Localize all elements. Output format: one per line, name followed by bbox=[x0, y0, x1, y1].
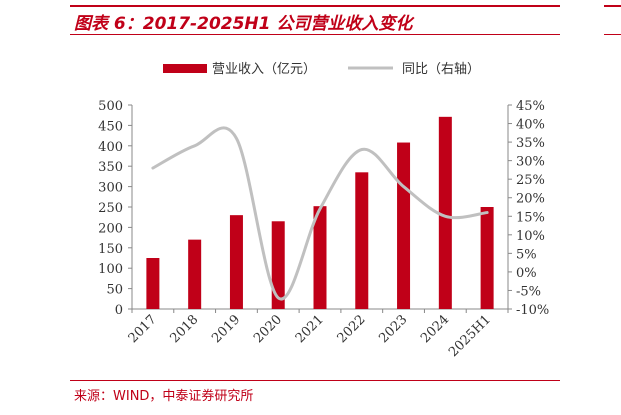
x-tick-label: 2024 bbox=[418, 312, 452, 346]
legend-label-revenue: 营业收入（亿元） bbox=[212, 62, 316, 77]
title-underline bbox=[70, 34, 560, 35]
chart-title: 图表 6：2017-2025H1 公司营业收入变化 bbox=[74, 14, 413, 34]
y-left-tick-label: 500 bbox=[98, 99, 123, 114]
legend-swatch-revenue bbox=[163, 64, 207, 73]
y-left-tick-label: 450 bbox=[98, 119, 123, 134]
yoy-line bbox=[151, 126, 489, 301]
y-left-tick-label: 150 bbox=[98, 242, 123, 257]
bar bbox=[313, 206, 327, 309]
bar-series bbox=[146, 116, 494, 309]
source-note: 来源：WIND，中泰证券研究所 bbox=[74, 389, 254, 404]
legend-label-yoy: 同比（右轴） bbox=[402, 62, 480, 77]
y-right-tick-label: 25% bbox=[516, 173, 545, 188]
header-top-rule bbox=[70, 5, 560, 7]
y-right-tick-label: 35% bbox=[516, 136, 545, 151]
y-right-tick-label: 10% bbox=[516, 229, 545, 244]
y-right-tick-label: 30% bbox=[516, 155, 545, 170]
bar bbox=[146, 258, 160, 309]
bar bbox=[271, 221, 285, 309]
y-right-ticks: -10% -5% 0% 5% 10% 15% 20% 25% 30% 35% 40% 45% bbox=[508, 99, 549, 318]
y-left-tick-label: 300 bbox=[98, 181, 123, 196]
y-right-tick-label: -5% bbox=[516, 284, 541, 299]
bar bbox=[397, 142, 411, 309]
y-right-tick-label: -10% bbox=[516, 303, 549, 318]
y-right-tick-label: 20% bbox=[516, 192, 545, 207]
y-left-ticks: 0 50 100 150 200 250 300 350 400 450 500 bbox=[98, 99, 132, 318]
x-tick-label: 2018 bbox=[167, 312, 201, 346]
x-tick-label: 2022 bbox=[335, 312, 369, 346]
x-tick-label: 2020 bbox=[251, 312, 285, 346]
y-left-tick-label: 200 bbox=[98, 221, 123, 236]
y-right-tick-label: 45% bbox=[516, 99, 545, 114]
x-tick-label: 2017 bbox=[126, 312, 160, 346]
y-right-tick-label: 40% bbox=[516, 118, 545, 133]
x-tick-label: 2019 bbox=[209, 312, 243, 346]
footer-rule bbox=[70, 380, 560, 381]
y-right-tick-label: 15% bbox=[516, 210, 545, 225]
x-tick-label: 2023 bbox=[376, 312, 410, 346]
bar bbox=[229, 215, 243, 309]
adjacent-header-rule bbox=[604, 5, 621, 7]
bar bbox=[480, 207, 494, 309]
y-left-tick-label: 400 bbox=[98, 140, 123, 155]
y-left-tick-label: 250 bbox=[98, 201, 123, 216]
legend: 营业收入（亿元） 同比（右轴） bbox=[163, 62, 480, 77]
y-left-tick-label: 0 bbox=[115, 303, 123, 318]
x-tick-label: 2021 bbox=[293, 312, 327, 346]
chart-area: 营业收入（亿元） 同比（右轴） 0 50 100 150 200 250 300 350 400… bbox=[98, 62, 549, 360]
y-left-tick-label: 350 bbox=[98, 160, 123, 175]
x-tick-label: 2025H1 bbox=[446, 312, 494, 360]
bar bbox=[355, 172, 369, 309]
y-left-tick-label: 50 bbox=[106, 283, 123, 298]
y-right-tick-label: 5% bbox=[516, 247, 537, 262]
bar bbox=[438, 116, 452, 309]
adjacent-title-underline bbox=[604, 34, 621, 35]
bar bbox=[188, 239, 202, 309]
y-left-tick-label: 100 bbox=[98, 262, 123, 277]
y-right-tick-label: 0% bbox=[516, 266, 537, 281]
